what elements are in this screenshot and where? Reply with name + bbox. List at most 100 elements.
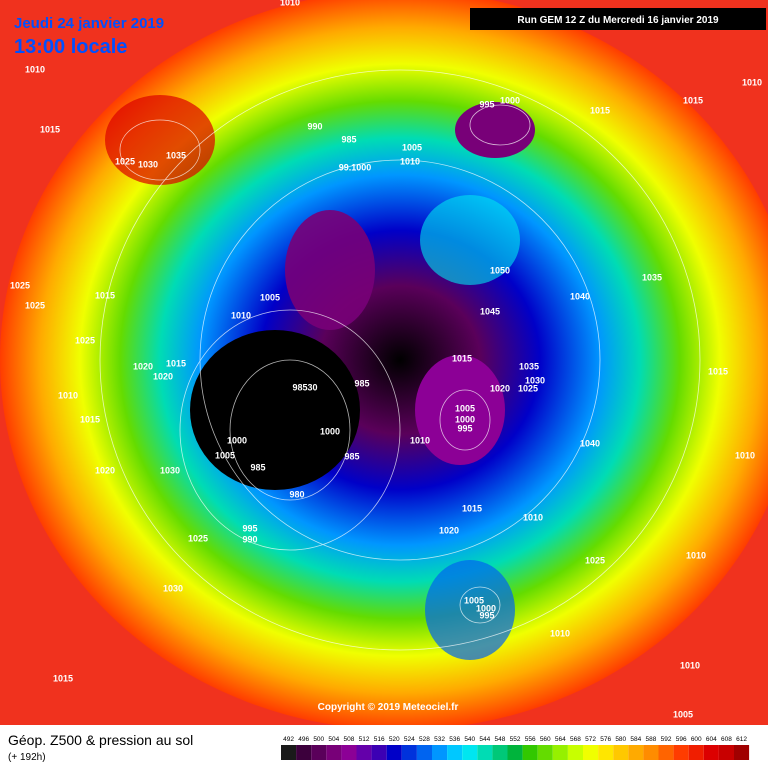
purple-cell: [415, 355, 505, 465]
legend-label: 592: [661, 736, 672, 743]
legend-swatch: [734, 745, 750, 760]
legend-label: 552: [510, 736, 521, 743]
isobar-label: 1030: [138, 159, 158, 169]
isobar-label: 1040: [570, 291, 590, 301]
isobar-label: 985: [250, 462, 265, 472]
isobar-label: 990: [307, 121, 322, 131]
legend-swatch: [537, 745, 553, 760]
legend-label: 512: [359, 736, 370, 743]
isobar-label: 1025: [25, 300, 45, 310]
legend-label: 520: [389, 736, 400, 743]
legend-swatch: [643, 745, 659, 760]
legend-label: 596: [676, 736, 687, 743]
time: 13:00 locale: [14, 36, 127, 58]
isobar-label: 995: [242, 523, 257, 533]
legend-label: 584: [630, 736, 641, 743]
legend: 492 496 500 504 508 512 516 520 524 528 532 536 540 5…: [281, 736, 750, 760]
legend-label: 532: [434, 736, 445, 743]
legend-swatch: [583, 745, 599, 760]
legend-swatch: [522, 745, 538, 760]
isobar-label: 1030: [525, 375, 545, 385]
legend-label: 540: [464, 736, 475, 743]
legend-swatch: [613, 745, 629, 760]
legend-swatch: [386, 745, 402, 760]
legend-swatch: [507, 745, 523, 760]
footer-lead: (+ 192h): [8, 752, 46, 763]
isobar-label: 1020: [439, 525, 459, 535]
isobar-label: 1010: [686, 550, 706, 560]
isobar-label: 1010: [523, 512, 543, 522]
isobar-label: 1015: [166, 358, 186, 368]
isobar-label: 1015: [40, 124, 60, 134]
isobar-label: 1025: [115, 156, 135, 166]
legend-label: 536: [449, 736, 460, 743]
isobar-label: 1015: [452, 353, 472, 363]
cyan-cell: [420, 195, 520, 285]
isobar-label: 1030: [163, 583, 183, 593]
isobar-label: 1010: [280, 0, 300, 7]
isobar-label: 1005: [464, 595, 484, 605]
isobar-label: 1020: [490, 383, 510, 393]
isobar-label: 1005: [673, 709, 693, 719]
isobar-label: 1010: [400, 156, 420, 166]
legend-label: 564: [555, 736, 566, 743]
legend-swatch: [371, 745, 387, 760]
isobar-label: 1035: [519, 361, 539, 371]
isobar-label: 1010: [735, 450, 755, 460]
isobar-label: 1010: [58, 390, 78, 400]
isobar-label: 1010: [550, 628, 570, 638]
isobar-label: 995: [457, 423, 472, 433]
legend-swatch: [311, 745, 327, 760]
isobar-label: 1000: [476, 603, 496, 613]
isobar-label: 1010: [410, 435, 430, 445]
black-cell: [190, 330, 360, 490]
purple-cell: [455, 102, 535, 158]
legend-label: 528: [419, 736, 430, 743]
isobar-label: 1025: [10, 280, 30, 290]
legend-label: 560: [540, 736, 551, 743]
legend-label: 608: [721, 736, 732, 743]
legend-label: 492: [283, 736, 294, 743]
legend-label: 588: [646, 736, 657, 743]
purple-cell: [285, 210, 375, 330]
legend-label: 612: [736, 736, 747, 743]
legend-swatch: [673, 745, 689, 760]
run-info: Run GEM 12 Z du Mercredi 16 janvier 2019: [517, 15, 719, 26]
isobar-label: 1025: [75, 335, 95, 345]
legend-swatch: [567, 745, 583, 760]
legend-label: 516: [374, 736, 385, 743]
legend-label: 572: [585, 736, 596, 743]
legend-label: 524: [404, 736, 415, 743]
isobar-label: 1025: [518, 383, 538, 393]
blue-cell: [425, 560, 515, 660]
isobar-label: 1035: [642, 272, 662, 282]
isobar-label: 980: [289, 489, 304, 499]
legend-swatch: [416, 745, 432, 760]
legend-swatch: [462, 745, 478, 760]
isobar-label: 985: [341, 134, 356, 144]
legend-label: 500: [313, 736, 324, 743]
isobar-label: 1015: [80, 414, 100, 424]
isobar-label: 1010: [680, 660, 700, 670]
isobar-label: 1015: [683, 95, 703, 105]
legend-label: 548: [495, 736, 506, 743]
legend-label: 600: [691, 736, 702, 743]
isobar-label: 1045: [480, 306, 500, 316]
legend-swatch: [401, 745, 417, 760]
legend-label: 576: [600, 736, 611, 743]
isobar-label: 985: [344, 451, 359, 461]
isobars: [99, 69, 701, 651]
warm-cell: [105, 95, 215, 185]
isobar-label: 1005: [402, 142, 422, 152]
legend-swatch: [658, 745, 674, 760]
legend-swatch: [447, 745, 463, 760]
legend-label: 604: [706, 736, 717, 743]
isobar-label: 995: [479, 610, 494, 620]
legend-swatch: [492, 745, 508, 760]
isobar-label: 1000: [455, 414, 475, 424]
isobar-label: 1010: [231, 310, 251, 320]
isobar-label: 1050: [490, 265, 510, 275]
legend-label: 496: [298, 736, 309, 743]
legend-swatch: [628, 745, 644, 760]
